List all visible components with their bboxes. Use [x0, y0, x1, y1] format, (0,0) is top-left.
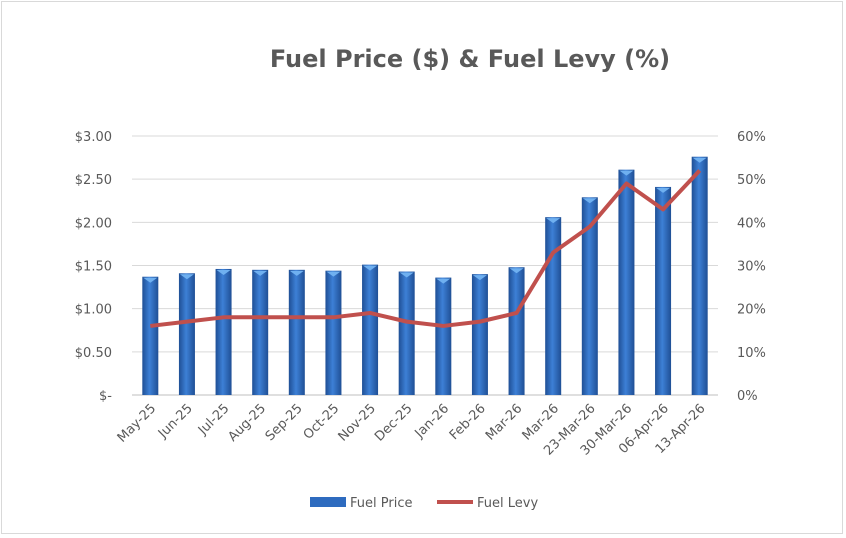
x-tick-label: Feb-26 — [447, 401, 489, 443]
bar-cap — [656, 187, 671, 193]
bar-cap — [436, 278, 451, 284]
bar-cap — [289, 270, 304, 276]
bar-fuel-price — [142, 276, 159, 395]
x-tick-label: Jan-26 — [412, 401, 453, 442]
bar-cap — [509, 268, 524, 274]
y-left-tick-label: $2.00 — [75, 216, 112, 231]
bar-cap — [363, 265, 378, 271]
bar-fuel-price — [508, 267, 525, 395]
y-right-tick-label: 0% — [737, 389, 758, 404]
bar-fuel-price — [362, 264, 379, 395]
bar-fuel-price — [325, 270, 342, 395]
y-left-tick-label: $2.50 — [75, 173, 112, 188]
bar-fuel-price — [215, 268, 232, 395]
legend-label-fuel-price: Fuel Price — [350, 496, 412, 511]
chart-title: Fuel Price ($) & Fuel Levy (%) — [270, 45, 670, 73]
x-tick-label: Oct-25 — [301, 401, 343, 443]
bar-fuel-price — [618, 169, 635, 395]
bar-cap — [143, 277, 158, 283]
bar-fuel-price — [471, 274, 488, 395]
legend-swatch-fuel-price — [310, 497, 346, 507]
bar-cap — [399, 272, 414, 278]
x-tick-label: Sep-25 — [263, 401, 306, 444]
bar-cap — [546, 218, 561, 224]
x-tick-label: Jun-25 — [155, 401, 196, 442]
bar-fuel-price — [252, 269, 269, 395]
legend: Fuel Price Fuel Levy — [310, 496, 538, 511]
bar-cap — [619, 170, 634, 176]
y-left-tick-label: $1.50 — [75, 260, 112, 275]
x-tick-label: Aug-25 — [225, 401, 269, 445]
y-left-tick-label: $3.00 — [75, 130, 112, 145]
legend-label-fuel-levy: Fuel Levy — [477, 496, 538, 511]
y-left-tick-label: $0.50 — [75, 346, 112, 361]
x-tick-label: Mar-26 — [483, 401, 525, 443]
y-left-tick-label: $- — [99, 389, 112, 404]
bar-fuel-price — [288, 269, 305, 395]
y-right-tick-label: 50% — [737, 173, 766, 188]
bar-cap — [326, 271, 341, 277]
bar-cap — [253, 270, 268, 276]
y-right-tick-label: 60% — [737, 130, 766, 145]
bar-fuel-price — [435, 277, 452, 395]
bar-cap — [472, 275, 487, 281]
x-tick-label: Dec-25 — [372, 401, 415, 444]
x-tick-label: May-25 — [115, 401, 159, 445]
x-tick-label: Nov-25 — [336, 401, 379, 444]
bar-cap — [216, 269, 231, 275]
bar-fuel-price — [581, 197, 598, 395]
bar-fuel-price — [655, 186, 672, 395]
line-fuel-levy — [150, 169, 702, 328]
bar-fuel-price — [178, 273, 195, 395]
bar-fuel-price — [398, 271, 415, 395]
bar-cap — [692, 157, 707, 163]
y-right-tick-label: 20% — [737, 303, 766, 318]
y-right-tick-label: 40% — [737, 216, 766, 231]
bar-cap — [582, 198, 597, 204]
y-right-tick-label: 10% — [737, 346, 766, 361]
bar-cap — [179, 274, 194, 280]
bar-fuel-price — [691, 156, 708, 395]
y-right-tick-label: 30% — [737, 260, 766, 275]
bar-fuel-price — [545, 217, 562, 395]
y-left-tick-label: $1.00 — [75, 303, 112, 318]
